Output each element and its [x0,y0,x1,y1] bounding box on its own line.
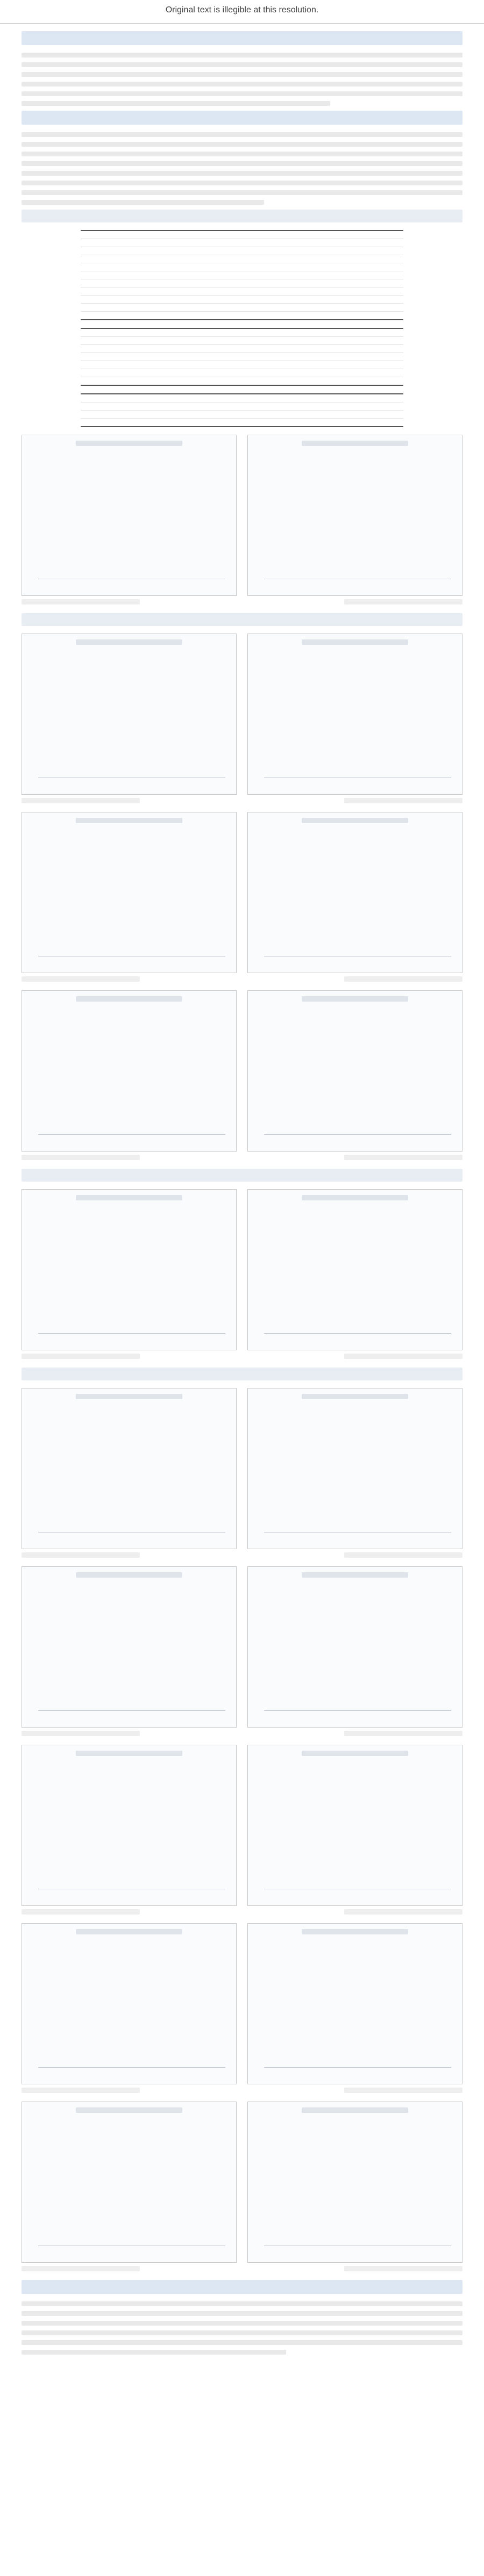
chart-source-row [22,2266,462,2272]
chart-panel [247,1745,462,1906]
section-heading-bar [22,1169,462,1182]
chart-panel [247,1923,462,2084]
strategy-text-block [22,132,462,205]
chart-panel [22,2102,237,2263]
chart-panel [22,990,237,1152]
chart-panel [247,1388,462,1549]
chart-panel [247,2102,462,2263]
chart-panel [22,1189,237,1350]
section-heading-bar [22,210,462,222]
disclaimer-heading-bar [22,2280,462,2294]
chart-panel [247,1566,462,1728]
chart-source-row [22,1552,462,1559]
chart-source-row [22,798,462,804]
chart-panel [247,990,462,1152]
chart-source-row [22,2088,462,2094]
data-table [81,328,403,386]
chart-panel [22,812,237,973]
chart-panel [247,812,462,973]
legibility-notice: Original text is illegible at this resol… [165,5,319,15]
chart-panel [22,1745,237,1906]
chart-panel [22,634,237,795]
chart-panel [247,1189,462,1350]
chart-source-row [22,976,462,983]
data-table [81,393,403,427]
chart-panel [22,1388,237,1549]
section-heading-bar [22,613,462,626]
summary-text-block [22,53,462,106]
page-header: Original text is illegible at this resol… [0,0,484,24]
chart-panel [22,1923,237,2084]
chart-source-row [22,1909,462,1916]
chart-source-row [22,1354,462,1360]
chart-panel [22,435,237,596]
strategy-heading-bar [22,111,462,125]
chart-source-row [22,1155,462,1161]
disclaimer-text-block [22,2301,462,2355]
summary-heading-bar [22,31,462,45]
section-heading-bar [22,1368,462,1380]
data-table [81,230,403,320]
chart-panel [247,435,462,596]
chart-source-row [22,1731,462,1737]
chart-panel [247,634,462,795]
chart-panel [22,1566,237,1728]
chart-source-row [22,599,462,606]
